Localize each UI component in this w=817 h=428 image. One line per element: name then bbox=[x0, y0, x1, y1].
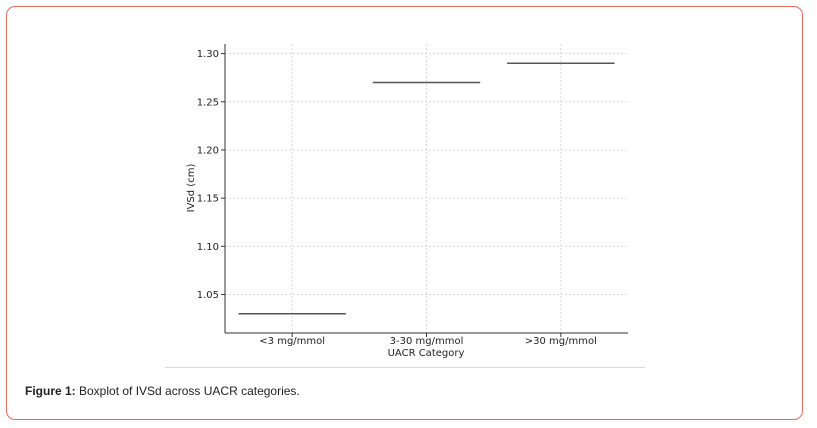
y-tick-label: 1.20 bbox=[197, 145, 219, 156]
y-tick-label: 1.25 bbox=[197, 97, 219, 108]
y-tick-label: 1.30 bbox=[197, 49, 219, 60]
caption-divider bbox=[165, 367, 645, 368]
x-tick-label: 3-30 mg/mmol bbox=[390, 336, 464, 347]
x-tick-label: <3 mg/mmol bbox=[259, 336, 325, 347]
y-axis-label: IVSd (cm) bbox=[186, 164, 197, 213]
caption-label: Figure 1: bbox=[25, 384, 76, 398]
figure-caption: Figure 1: Boxplot of IVSd across UACR ca… bbox=[25, 384, 300, 398]
y-tick-label: 1.10 bbox=[197, 242, 219, 253]
y-tick-label: 1.05 bbox=[197, 290, 219, 301]
x-tick-label: >30 mg/mmol bbox=[525, 336, 597, 347]
marks-layer bbox=[238, 62, 615, 315]
ticks-layer: 1.05 1.10 1.15 1.20 1.25 1.30 <3 mg/mmol 3-30 m… bbox=[197, 49, 597, 347]
caption-text: Boxplot of IVSd across UACR categories. bbox=[75, 384, 300, 398]
grid-layer bbox=[225, 44, 628, 333]
figure-frame bbox=[6, 6, 803, 420]
x-axis-label: UACR Category bbox=[388, 348, 465, 359]
y-tick-label: 1.15 bbox=[197, 194, 219, 205]
